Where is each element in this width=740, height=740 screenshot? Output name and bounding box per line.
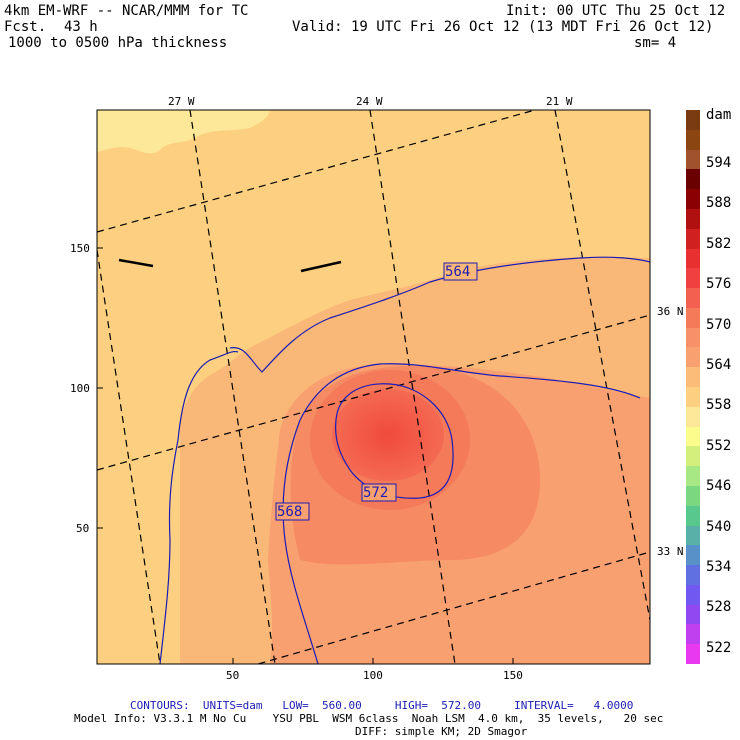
contours: [159, 256, 650, 664]
colorbar-swatch: [686, 129, 700, 151]
contours-info: CONTOURS: UNITS=dam LOW= 560.00 HIGH= 57…: [130, 699, 634, 712]
meridian-24w: [369, 110, 456, 664]
forecast-hour: 43 h: [64, 19, 98, 35]
colorbar-level-label: 588: [706, 195, 732, 212]
colorbar-swatch: [686, 525, 700, 546]
init-time: Init: 00 UTC Thu 25 Oct 12: [506, 3, 726, 19]
colorbar-swatch: [686, 644, 700, 665]
colorbar-swatch: [686, 387, 700, 408]
wind-barbs: [118, 258, 342, 273]
wind-barb-west: [118, 258, 154, 268]
colorbar-swatch: [686, 268, 700, 289]
contour-label-572-box: [361, 483, 397, 502]
meridian-27w: [189, 110, 276, 664]
diff-info: DIFF: simple KM; 2D Smagor: [355, 725, 528, 738]
contour-label-boxes: [275, 262, 478, 521]
valid-time: Valid: 19 UTC Fri 26 Oct 12 (13 MDT Fri …: [292, 19, 714, 35]
colorbar-swatch: [686, 169, 700, 190]
colorbar-level-label: 564: [706, 357, 732, 373]
forecast-label: Fcst.: [4, 19, 47, 35]
colorbar-swatch: [686, 208, 700, 230]
contour-label-564: 564: [445, 264, 471, 280]
colorbar-swatch: [686, 406, 700, 428]
colorbar-swatch: [686, 466, 700, 487]
colorbar-swatch: [686, 426, 700, 447]
x-label-150: 150: [503, 669, 523, 682]
wind-barb-east: [300, 260, 342, 273]
y-label-50: 50: [76, 522, 90, 535]
colorbar-swatch: [686, 189, 700, 210]
graticule: [97, 110, 650, 664]
colorbar-unit: dam: [706, 107, 732, 123]
meridian-west: [97, 249, 161, 664]
model-title: 4km EM-WRF -- NCAR/MMM for TC: [4, 3, 249, 19]
y-label-150: 150: [70, 242, 90, 255]
colorbar-swatch: [686, 545, 700, 566]
colorbar-level-label: 594: [706, 155, 732, 171]
smoothing-label: sm= 4: [634, 35, 677, 51]
colorbar-swatch: [686, 149, 700, 170]
lon-label-24w: 24 W: [356, 95, 383, 108]
colorbar-level-label: 570: [706, 316, 732, 333]
colorbar-level-label: 576: [706, 276, 732, 293]
contour-568: [282, 363, 641, 664]
colorbar-swatch: [686, 248, 700, 269]
colorbar-level-label: 552: [706, 437, 732, 454]
colorbar-level-label: 540: [706, 518, 732, 535]
colorbar-level-label: 558: [706, 397, 732, 414]
lon-label-21w: 21 W: [546, 95, 573, 108]
colorbar-swatch: [686, 604, 700, 625]
colorbar-swatch: [686, 307, 700, 329]
colorbar-swatch: [686, 624, 700, 645]
colorbar-swatch: [686, 505, 700, 526]
colorbar-swatch: [686, 367, 700, 388]
colorbar-swatch: [686, 446, 700, 467]
contour-label-568: 568: [277, 504, 303, 520]
colorbar-swatch: [686, 485, 700, 507]
colorbar-swatch: [686, 228, 700, 249]
colorbar-swatch: [686, 110, 700, 131]
field-name: 1000 to 0500 hPa thickness: [8, 35, 228, 51]
lat-label-33n: 33 N: [657, 545, 684, 558]
contour-564: [229, 256, 650, 373]
colorbar-swatch: [686, 288, 700, 309]
colorbar-level-label: 582: [706, 235, 732, 252]
contour-label-564-box: [443, 262, 478, 281]
model-info: Model Info: V3.3.1 M No Cu YSU PBL WSM 6…: [74, 712, 664, 725]
x-label-50: 50: [226, 669, 240, 682]
x-label-100: 100: [363, 669, 383, 682]
colorbar-swatch: [686, 327, 700, 348]
contour-label-568-box: [275, 502, 310, 521]
colorbar-level-label: 534: [706, 559, 732, 575]
axis-ticks: [97, 247, 514, 664]
y-label-100: 100: [70, 382, 90, 395]
meridian-21w: [554, 110, 650, 621]
lon-label-27w: 27 W: [168, 95, 195, 108]
contour-564-west: [159, 350, 239, 664]
colorbar-level-label: 546: [706, 478, 732, 495]
colorbar: [686, 110, 700, 665]
contour-572: [335, 383, 454, 499]
lat-label-36n: 36 N: [657, 305, 684, 318]
contour-label-572: 572: [363, 485, 389, 501]
colorbar-swatch: [686, 565, 700, 586]
colorbar-level-label: 528: [706, 599, 732, 616]
field-558-area: [97, 110, 270, 154]
colorbar-swatch: [686, 347, 700, 368]
colorbar-level-label: 522: [706, 639, 732, 656]
colorbar-swatch: [686, 584, 700, 606]
